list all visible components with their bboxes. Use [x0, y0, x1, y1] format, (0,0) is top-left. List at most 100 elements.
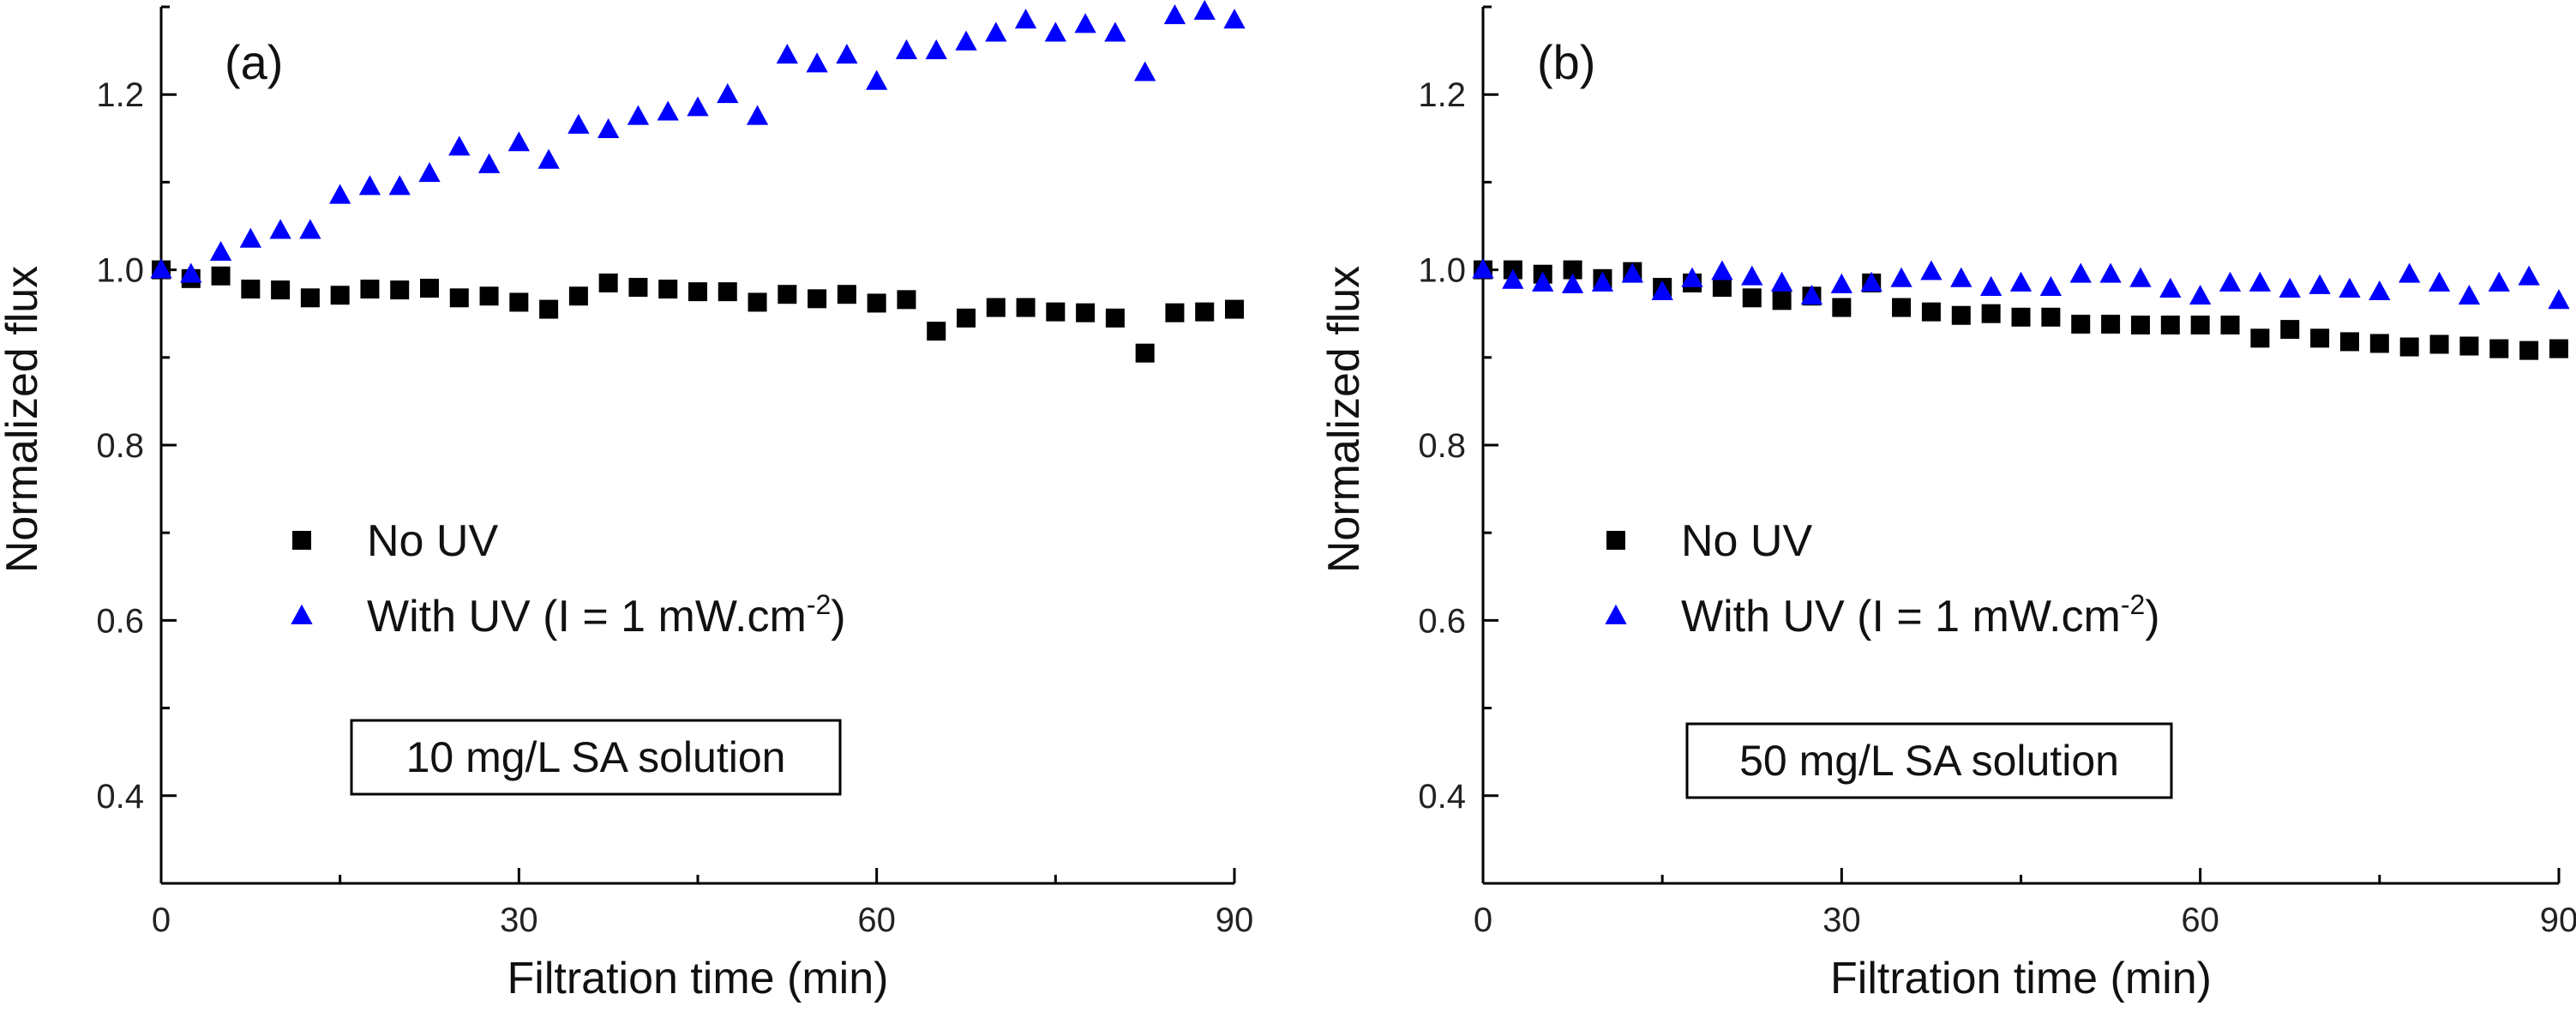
data-point — [1860, 271, 1882, 292]
data-point — [2518, 265, 2540, 286]
legend-marker — [1606, 531, 1625, 550]
annotation-frame — [1685, 722, 2173, 799]
data-point — [1772, 291, 1792, 310]
x-axis-title: Filtration time (min) — [507, 954, 889, 1003]
data-point — [330, 286, 350, 305]
y-tick-label: 0.4 — [96, 778, 144, 816]
series-with-uv — [1472, 258, 2570, 310]
data-point — [1950, 267, 1973, 287]
x-tick-label: 30 — [1822, 901, 1861, 939]
data-point — [1832, 298, 1852, 317]
data-point — [2488, 271, 2510, 292]
data-point — [748, 292, 767, 312]
data-point — [1014, 9, 1037, 29]
data-point — [271, 280, 291, 300]
data-point — [479, 286, 499, 306]
data-point — [1591, 271, 1614, 292]
data-point — [687, 96, 709, 117]
data-point — [2130, 315, 2150, 334]
data-point — [1981, 304, 2001, 323]
data-point — [806, 52, 828, 73]
y-tick-label: 0.6 — [1418, 602, 1466, 640]
data-point — [1016, 298, 1036, 317]
data-point — [1532, 271, 1554, 292]
data-point — [2101, 314, 2121, 334]
data-point — [1892, 298, 1912, 317]
data-point — [688, 282, 707, 302]
y-tick-label: 0.8 — [1418, 427, 1466, 465]
data-point — [180, 262, 202, 283]
data-point — [867, 293, 886, 313]
data-point — [808, 289, 827, 309]
data-point — [2249, 271, 2272, 292]
data-point — [778, 285, 797, 304]
data-point — [539, 299, 559, 319]
data-point — [1105, 308, 1125, 328]
annotation-box: 10 mg/L SA solution — [350, 719, 842, 796]
data-point — [2219, 271, 2242, 292]
data-point — [2549, 339, 2568, 358]
data-point — [1921, 302, 1941, 322]
data-point — [1076, 303, 1096, 322]
data-point — [2250, 328, 2270, 348]
data-point — [2280, 320, 2300, 340]
data-point — [2189, 285, 2212, 305]
data-point — [2041, 307, 2061, 327]
data-point — [776, 44, 798, 64]
data-point — [985, 21, 1007, 42]
data-point — [1134, 61, 1156, 81]
data-point — [2009, 271, 2033, 292]
data-point — [1163, 4, 1186, 25]
legend: No UV With UV (I = 1 mW.cm-2) — [1605, 516, 2160, 642]
data-point — [1044, 21, 1066, 42]
data-point — [418, 161, 441, 183]
data-point — [329, 184, 351, 204]
data-point — [627, 105, 650, 125]
data-point — [717, 83, 739, 104]
data-point — [509, 292, 529, 312]
data-point — [1770, 271, 1793, 292]
data-point — [836, 44, 858, 64]
legend-marker — [292, 531, 311, 550]
data-point — [568, 286, 588, 306]
data-point — [2369, 334, 2389, 353]
data-point — [1741, 265, 1763, 286]
data-point — [1920, 260, 1943, 280]
y-tick-label: 1.2 — [96, 76, 144, 114]
data-point — [299, 219, 321, 239]
data-point — [1104, 21, 1126, 42]
legend-label: No UV — [1681, 516, 1812, 566]
data-point — [955, 30, 977, 51]
data-point — [358, 175, 381, 196]
panel-label: (a) — [225, 35, 283, 89]
series-with-uv — [150, 0, 1246, 283]
data-point — [1890, 267, 1912, 287]
data-point — [2039, 275, 2063, 296]
data-point — [2369, 280, 2391, 301]
chart-panel-b: 0 30 60 90 0.4 0.6 0.8 1.0 1.2 Filtration time (m… — [1319, 5, 2576, 1003]
data-point — [2399, 337, 2419, 357]
data-point — [897, 290, 916, 310]
data-point — [567, 113, 590, 134]
data-point — [269, 219, 291, 239]
x-axis-title: Filtration time (min) — [1830, 954, 2212, 1003]
legend-label: With UV (I = 1 mW.cm-2) — [367, 589, 846, 642]
data-point — [1223, 9, 1246, 29]
annotation-text: 50 mg/L SA solution — [1739, 737, 2119, 785]
data-point — [2428, 271, 2451, 292]
chart-panel-a: 0 30 60 90 0.4 0.6 0.8 1.0 1.2 Filtration time (m… — [0, 0, 1253, 1003]
x-tick-label: 60 — [857, 901, 896, 939]
data-point — [657, 100, 679, 121]
data-point — [1225, 299, 1244, 319]
y-axis-title: Normalized flux — [0, 266, 47, 573]
series-no-uv — [152, 260, 1244, 363]
data-point — [2399, 262, 2421, 283]
legend: No UV With UV (I = 1 mW.cm-2) — [291, 516, 846, 642]
data-point — [211, 266, 231, 286]
legend-label: No UV — [367, 516, 498, 566]
data-point — [2310, 328, 2330, 348]
data-point — [1195, 302, 1215, 322]
data-point — [597, 117, 620, 138]
data-point — [2459, 336, 2479, 356]
